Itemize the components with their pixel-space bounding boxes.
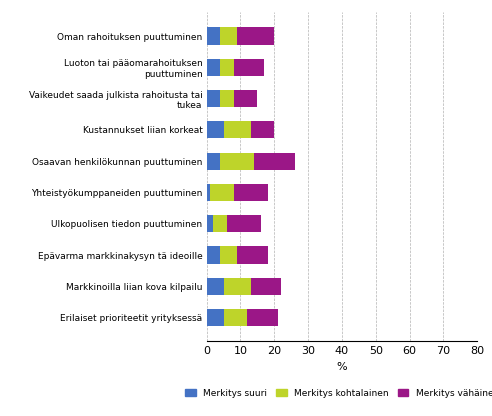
X-axis label: %: % <box>337 362 347 371</box>
Bar <box>207 246 220 264</box>
Bar <box>210 184 234 201</box>
Bar <box>207 90 220 107</box>
Bar <box>220 153 254 170</box>
Bar <box>254 153 295 170</box>
Bar <box>220 27 237 45</box>
Bar <box>234 90 257 107</box>
Bar <box>250 278 281 295</box>
Bar <box>220 246 237 264</box>
Bar <box>207 309 223 326</box>
Bar <box>234 59 264 76</box>
Bar <box>220 59 234 76</box>
Bar <box>207 121 223 139</box>
Bar <box>250 121 275 139</box>
Bar <box>207 215 214 232</box>
Bar <box>223 278 250 295</box>
Bar <box>207 27 220 45</box>
Bar <box>237 246 268 264</box>
Bar <box>207 153 220 170</box>
Bar <box>214 215 227 232</box>
Bar <box>207 278 223 295</box>
Bar <box>207 184 210 201</box>
Bar <box>237 27 275 45</box>
Bar <box>234 184 268 201</box>
Bar <box>223 121 250 139</box>
Bar <box>207 59 220 76</box>
Bar <box>227 215 261 232</box>
Bar <box>220 90 234 107</box>
Legend: Merkitys suuri, Merkitys kohtalainen, Merkitys vähäinen: Merkitys suuri, Merkitys kohtalainen, Me… <box>181 385 492 401</box>
Bar <box>223 309 247 326</box>
Bar <box>247 309 277 326</box>
